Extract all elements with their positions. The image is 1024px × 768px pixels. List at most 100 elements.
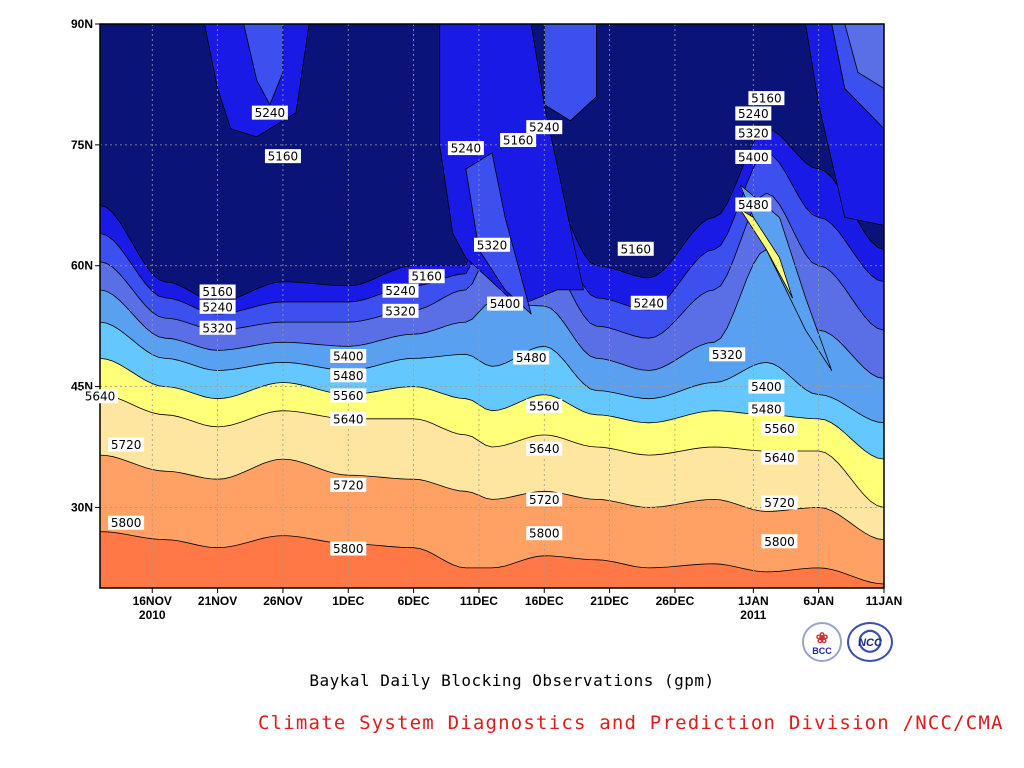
contour-label: 5240 — [251, 105, 288, 120]
contour-label-text: 5240 — [634, 296, 665, 310]
contour-label: 5560 — [761, 421, 798, 436]
contour-label-text: 5320 — [202, 321, 233, 335]
contour-label: 5560 — [526, 398, 563, 413]
contour-features — [204, 24, 884, 371]
ncc-logo-label: NCC — [858, 637, 882, 649]
contour-label-text: 5160 — [620, 242, 651, 256]
y-tick-label: 60N — [71, 259, 93, 273]
bcc-logo-label: BCC — [812, 646, 832, 656]
contour-label-box — [330, 411, 367, 426]
high-5560-core — [739, 208, 793, 299]
contour-label-text: 5160 — [411, 270, 442, 284]
contour-label-text: 5160 — [268, 150, 299, 164]
contour-label-text: 5560 — [764, 422, 795, 436]
contour-label-box — [251, 105, 288, 120]
contour-label: 5400 — [487, 296, 524, 311]
contour-label-box — [630, 295, 667, 310]
contour-label-text: 5160 — [503, 134, 534, 148]
contour-label-text: 5400 — [751, 380, 782, 394]
contour-label-text: 5640 — [85, 390, 116, 404]
contour-label-text: 5320 — [712, 348, 743, 362]
contour-label-box — [735, 149, 772, 164]
contour-label: 5160 — [617, 241, 654, 256]
contour-label: 5160 — [748, 91, 785, 106]
contour-label-box — [487, 296, 524, 311]
contour-label: 5560 — [330, 388, 367, 403]
contour-label-box — [617, 241, 654, 256]
contour-label: 5720 — [526, 492, 563, 507]
contour-label-text: 5640 — [333, 412, 364, 426]
contour-label-text: 5560 — [529, 399, 560, 413]
ridge-5320-right — [844, 24, 884, 89]
contour-label: 5480 — [513, 350, 550, 365]
contour-label: 5160 — [500, 133, 537, 148]
contour-label-text: 5720 — [333, 478, 364, 492]
contour-label-box — [108, 437, 145, 452]
contour-label-text: 5640 — [764, 451, 795, 465]
contour-label-box — [408, 269, 445, 284]
contour-label-text: 5160 — [202, 285, 233, 299]
contour-label-box — [199, 284, 236, 299]
contour-label: 5160 — [408, 269, 445, 284]
contour-label-box — [748, 379, 785, 394]
contour-label: 5640 — [82, 389, 118, 404]
x-tick-label: 1JAN — [738, 594, 769, 608]
contour-label-box — [761, 534, 798, 549]
x-tick-year: 2010 — [139, 608, 166, 622]
contour-label: 5160 — [264, 149, 301, 164]
contour-label: 5720 — [330, 477, 367, 492]
contour-label-box — [82, 389, 118, 404]
contour-label: 5240 — [199, 299, 236, 314]
contour-label-box — [735, 197, 772, 212]
contour-label-text: 5480 — [751, 403, 782, 417]
contour-label-text: 5800 — [764, 535, 795, 549]
contour-label-text: 5400 — [490, 297, 521, 311]
contour-label-text: 5240 — [385, 284, 416, 298]
bcc-logo: ❀ BCC — [802, 622, 842, 662]
contour-label: 5800 — [526, 526, 563, 541]
contour-label-box — [761, 495, 798, 510]
contour-label-box — [500, 133, 537, 148]
contour-label: 5240 — [630, 295, 667, 310]
contour-label-box — [330, 388, 367, 403]
contour-label-box — [330, 348, 367, 363]
contour-label: 5320 — [199, 320, 236, 335]
y-tick-label: 90N — [71, 17, 93, 31]
contour-label-box — [330, 477, 367, 492]
contour-label: 5720 — [108, 437, 145, 452]
contour-label-box — [199, 299, 236, 314]
contour-label: 5240 — [526, 120, 563, 135]
x-tick-label: 21NOV — [198, 594, 237, 608]
contour-label-box — [526, 398, 563, 413]
contour-label-box — [526, 441, 563, 456]
ncc-logo: ◯ NCC — [847, 622, 893, 662]
contour-label-text: 5800 — [333, 542, 364, 556]
contour-label-box — [526, 120, 563, 135]
contour-label: 5320 — [474, 237, 510, 252]
contour-label-text: 5800 — [529, 527, 560, 541]
contour-label-box — [761, 421, 798, 436]
x-tick-year: 2011 — [740, 608, 766, 622]
contour-label-box — [264, 149, 301, 164]
contour-label: 5480 — [748, 402, 785, 417]
y-tick-label: 30N — [71, 500, 93, 514]
contour-label: 5320 — [709, 347, 746, 362]
x-tick-label: 6JAN — [803, 594, 834, 608]
contour-label: 5240 — [447, 141, 484, 156]
contour-label-box — [330, 368, 367, 383]
contour-labels: 5240516051605240532051605240532054005480… — [82, 91, 798, 556]
contour-label-box — [709, 347, 746, 362]
contour-label-box — [382, 283, 419, 298]
y-tick-label: 75N — [71, 138, 93, 152]
contour-label-text: 5320 — [738, 126, 769, 140]
contour-label-box — [748, 91, 785, 106]
contour-label: 5800 — [330, 541, 367, 556]
plot-frame — [99, 23, 885, 589]
contour-label-text: 5400 — [333, 349, 364, 363]
contour-label-box — [761, 450, 798, 465]
contour-label-box — [330, 541, 367, 556]
x-tick-label: 26DEC — [656, 594, 695, 608]
